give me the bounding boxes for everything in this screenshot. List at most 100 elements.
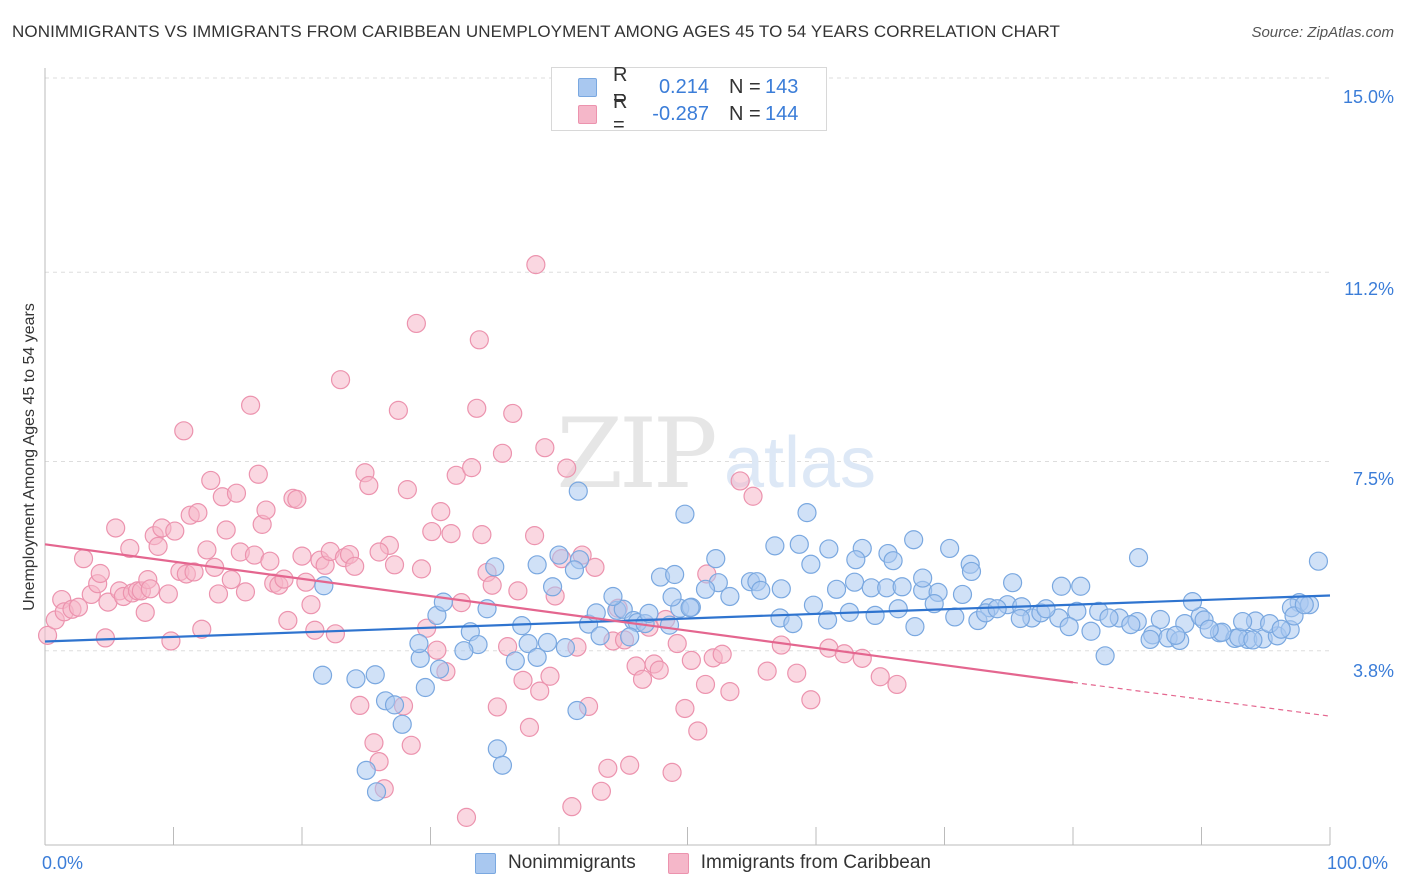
data-point-caribbean xyxy=(467,398,487,418)
data-point-caribbean xyxy=(188,503,208,523)
data-point-caribbean xyxy=(278,610,298,631)
legend-swatch-blue xyxy=(475,852,497,874)
data-point-nonimmigrants xyxy=(542,577,563,597)
data-point-nonimmigrants xyxy=(797,503,817,523)
data-point-nonimmigrants xyxy=(987,599,1007,619)
data-point-nonimmigrants xyxy=(803,595,824,615)
source-label: Source: ZipAtlas.com xyxy=(1251,24,1394,41)
data-point-caribbean xyxy=(632,669,653,689)
data-point-nonimmigrants xyxy=(940,538,960,559)
data-point-nonimmigrants xyxy=(952,584,973,605)
data-point-caribbean xyxy=(260,551,280,571)
data-point-nonimmigrants xyxy=(429,659,450,679)
data-point-caribbean xyxy=(73,549,94,569)
data-point-nonimmigrants xyxy=(1128,548,1149,568)
data-point-caribbean xyxy=(557,458,577,478)
data-point-nonimmigrants xyxy=(564,560,585,580)
data-point-nonimmigrants xyxy=(913,568,933,588)
data-point-caribbean xyxy=(406,313,426,334)
data-point-nonimmigrants xyxy=(924,594,944,614)
legend-n-value: 143 xyxy=(765,75,799,98)
data-point-caribbean xyxy=(472,525,492,545)
data-point-caribbean xyxy=(397,480,417,500)
data-point-nonimmigrants xyxy=(433,592,453,612)
data-point-caribbean xyxy=(530,681,550,701)
data-point-caribbean xyxy=(887,674,907,695)
y-tick-11: 11.2% xyxy=(1344,279,1394,299)
data-point-caribbean xyxy=(208,584,229,604)
data-point-caribbean xyxy=(369,542,389,562)
data-point-caribbean xyxy=(695,674,716,695)
data-point-caribbean xyxy=(482,575,502,595)
legend-row-blue: R = 0.214 N = 143 xyxy=(578,64,799,109)
data-point-nonimmigrants xyxy=(487,739,507,759)
data-point-caribbean xyxy=(287,489,307,509)
data-point-caribbean xyxy=(688,721,708,741)
legend-n-label: N = xyxy=(729,102,761,125)
data-point-nonimmigrants xyxy=(1271,619,1291,639)
legend-swatch-blue xyxy=(578,77,597,97)
data-point-caribbean xyxy=(667,633,687,654)
series-legend: Nonimmigrants Immigrants from Caribbean xyxy=(0,852,1406,874)
data-point-caribbean xyxy=(274,569,294,589)
data-point-caribbean xyxy=(662,762,682,782)
data-point-caribbean xyxy=(165,521,185,541)
data-point-nonimmigrants xyxy=(415,677,435,698)
data-point-caribbean xyxy=(174,421,194,441)
data-point-nonimmigrants xyxy=(366,782,387,802)
data-point-nonimmigrants xyxy=(695,579,716,599)
data-point-caribbean xyxy=(241,395,261,415)
data-point-caribbean xyxy=(226,483,247,503)
data-point-caribbean xyxy=(256,500,276,520)
data-point-nonimmigrants xyxy=(1051,576,1072,596)
data-point-nonimmigrants xyxy=(1140,629,1160,650)
data-point-caribbean xyxy=(469,330,489,350)
data-point-nonimmigrants xyxy=(549,545,569,565)
data-point-nonimmigrants xyxy=(384,695,405,715)
data-point-caribbean xyxy=(411,559,432,579)
data-point-nonimmigrants xyxy=(680,598,700,618)
data-point-nonimmigrants xyxy=(789,534,809,554)
data-point-nonimmigrants xyxy=(892,577,912,597)
legend-swatch-pink xyxy=(667,852,689,874)
data-point-nonimmigrants xyxy=(603,586,623,607)
data-point-caribbean xyxy=(135,602,155,622)
data-point-caribbean xyxy=(524,526,545,546)
data-point-caribbean xyxy=(456,807,477,827)
legend-r-value: 0.214 xyxy=(658,75,709,98)
trend-line-nonimmigrants xyxy=(44,594,1331,643)
data-point-nonimmigrants xyxy=(314,576,334,596)
legend-row-pink: R = -0.287 N = 144 xyxy=(578,91,798,136)
data-point-caribbean xyxy=(401,735,421,755)
data-point-caribbean xyxy=(591,781,612,801)
data-point-nonimmigrants xyxy=(409,633,429,654)
data-point-nonimmigrants xyxy=(527,647,547,667)
data-point-caribbean xyxy=(197,540,217,560)
data-point-nonimmigrants xyxy=(771,579,791,599)
data-point-caribbean xyxy=(158,584,178,604)
data-point-nonimmigrants xyxy=(620,627,640,647)
data-point-caribbean xyxy=(95,628,115,648)
data-point-nonimmigrants xyxy=(817,610,838,630)
data-point-nonimmigrants xyxy=(904,530,924,550)
data-point-caribbean xyxy=(535,438,555,458)
data-point-nonimmigrants xyxy=(720,586,740,607)
legend-r-label: R = xyxy=(613,64,628,109)
data-point-nonimmigrants xyxy=(527,555,547,575)
data-point-caribbean xyxy=(513,670,533,690)
data-point-nonimmigrants xyxy=(505,651,525,671)
data-point-nonimmigrants xyxy=(706,549,726,569)
data-point-nonimmigrants xyxy=(819,539,839,559)
data-point-nonimmigrants xyxy=(905,617,925,637)
data-point-caribbean xyxy=(562,797,582,817)
data-point-caribbean xyxy=(620,755,640,775)
trend-line-caribbean-extension xyxy=(1072,681,1331,717)
data-point-caribbean xyxy=(649,660,669,680)
axes xyxy=(44,68,1331,846)
legend-r-value: -0.287 xyxy=(652,102,709,125)
data-point-caribbean xyxy=(598,758,618,778)
data-point-nonimmigrants xyxy=(555,638,576,658)
data-point-nonimmigrants xyxy=(662,587,682,607)
data-point-caribbean xyxy=(325,624,346,644)
